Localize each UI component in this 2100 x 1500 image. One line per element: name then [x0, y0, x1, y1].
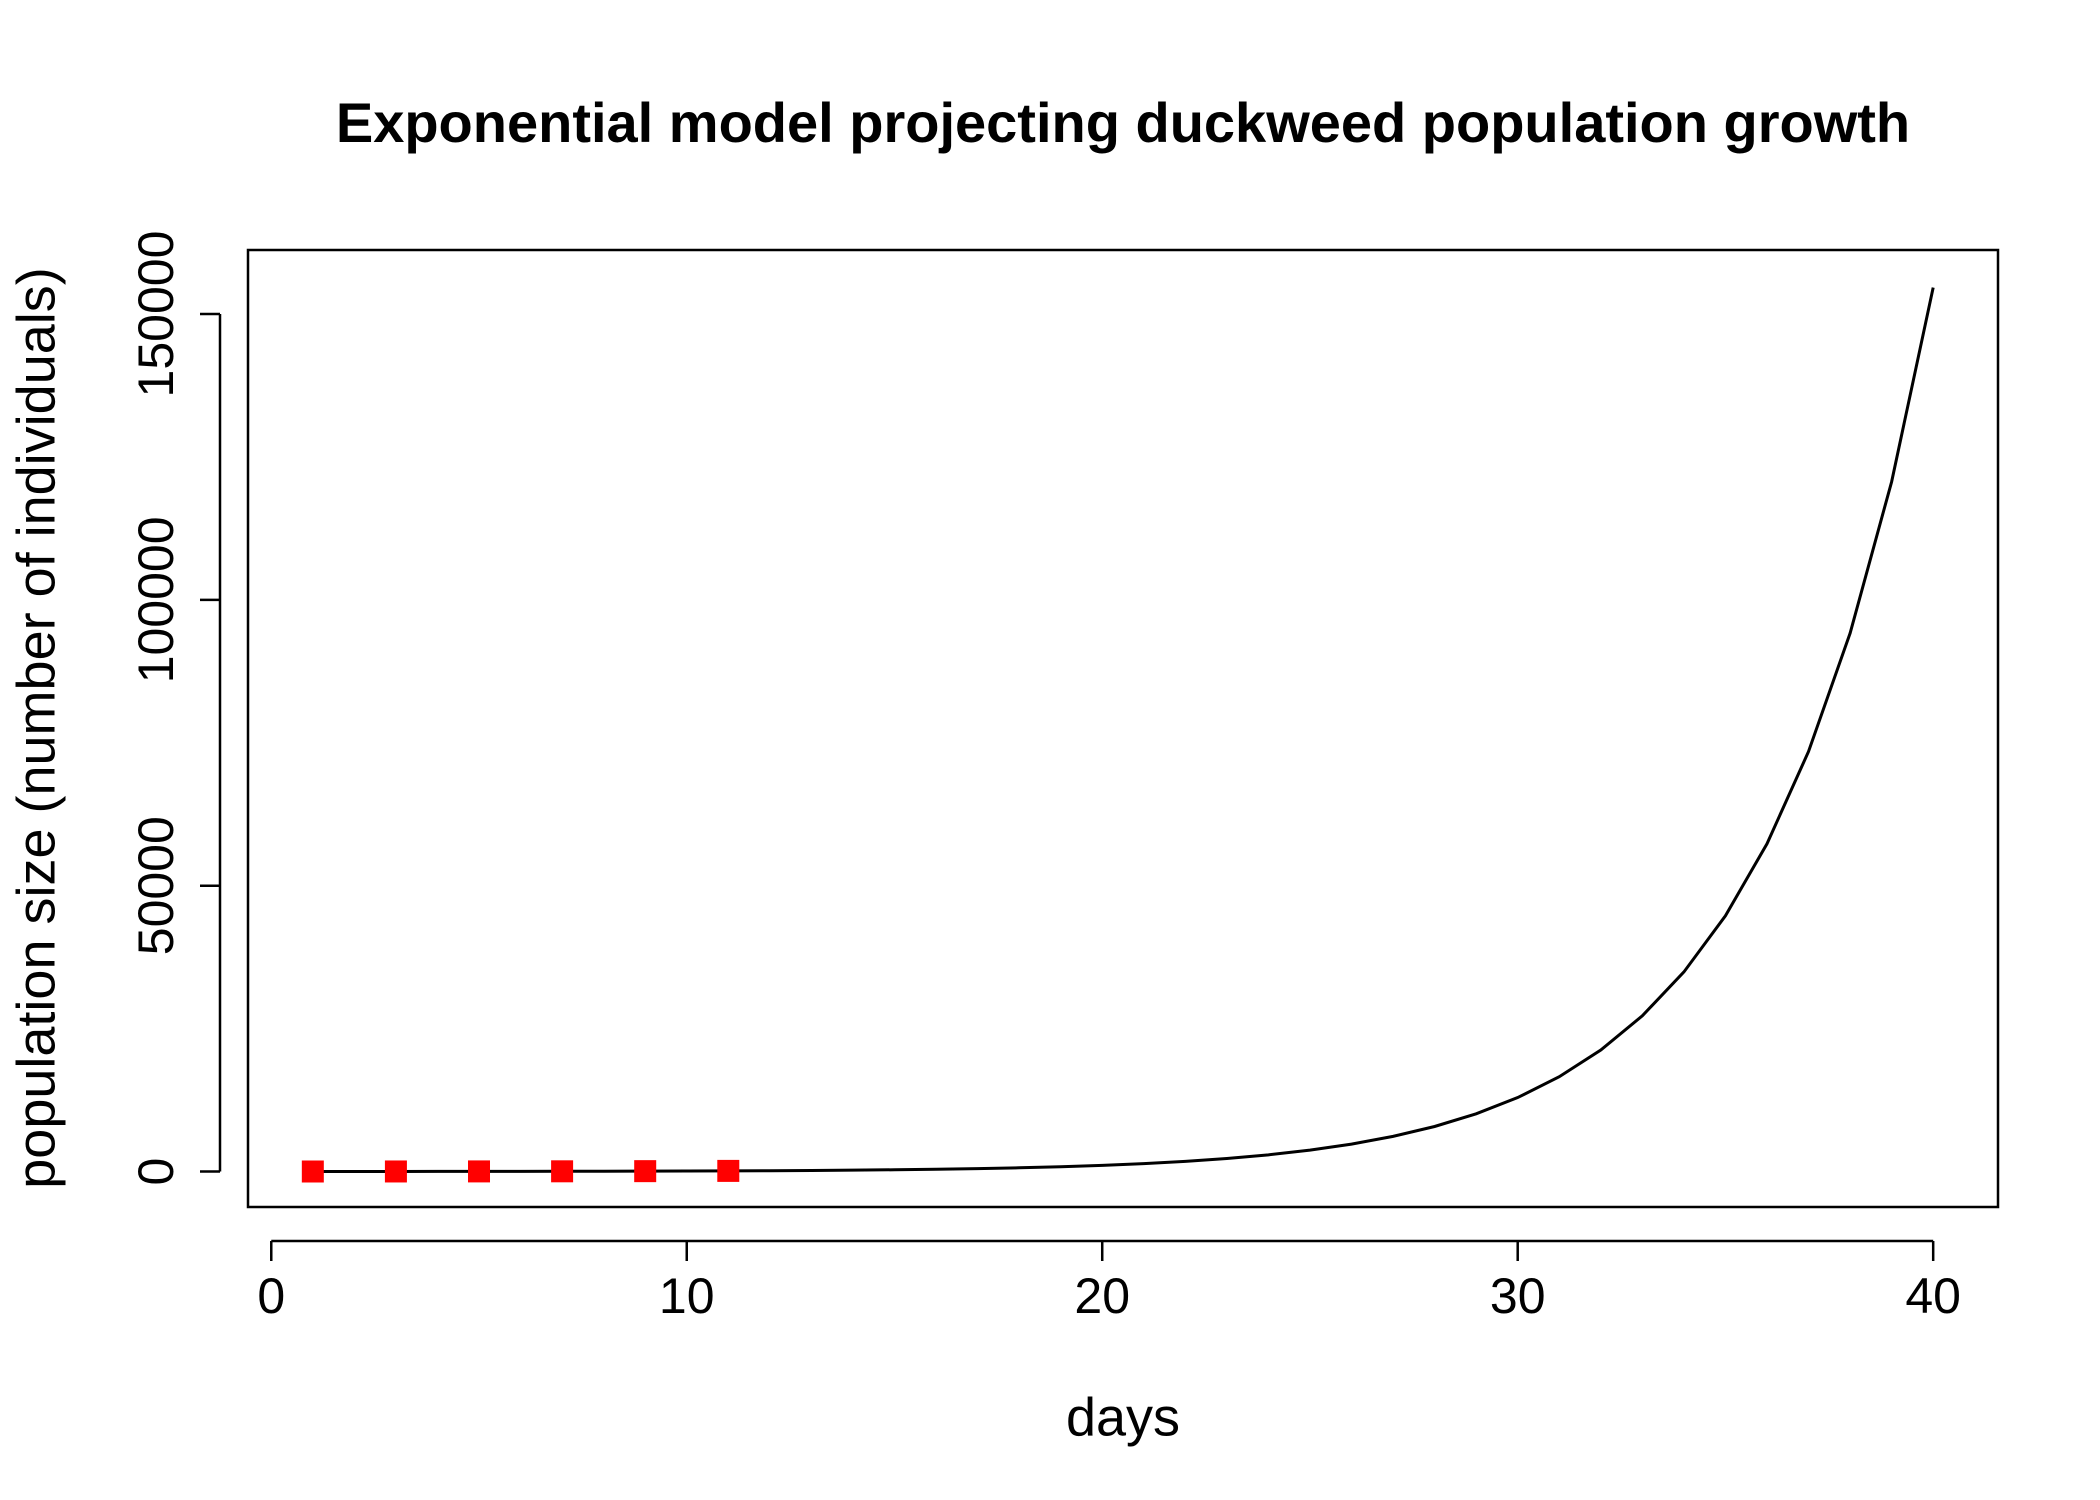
y-axis-title: population size (number of individuals) [6, 267, 66, 1189]
y-tick-label: 100000 [128, 516, 184, 683]
data-point [301, 1160, 324, 1183]
plot-box [246, 248, 2000, 1209]
y-tick-label: 150000 [128, 231, 184, 398]
x-tick-label: 0 [257, 1268, 285, 1324]
y-tick-label: 0 [128, 1158, 184, 1186]
x-tick-label: 20 [1074, 1268, 1130, 1324]
data-point [551, 1160, 574, 1183]
data-point [634, 1160, 657, 1183]
y-tick-label: 50000 [128, 816, 184, 955]
x-axis-title: days [1066, 1387, 1180, 1447]
data-point [717, 1159, 740, 1182]
x-tick-label: 30 [1490, 1268, 1546, 1324]
x-tick-label: 10 [659, 1268, 715, 1324]
model-line [312, 287, 1935, 1173]
data-point [384, 1160, 407, 1183]
data-point [468, 1160, 491, 1183]
chart-title: Exponential model projecting duckweed po… [336, 91, 1910, 154]
x-tick-label: 40 [1905, 1268, 1961, 1324]
